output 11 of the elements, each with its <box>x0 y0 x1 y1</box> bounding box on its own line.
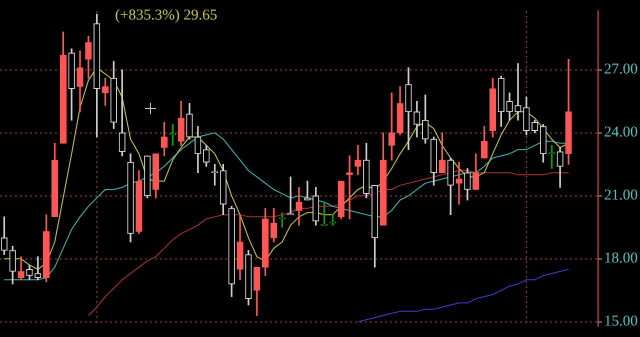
candlestick <box>514 63 522 121</box>
y-tick-label: 18.00 <box>604 250 638 267</box>
y-tick-label: 15.00 <box>604 314 638 330</box>
y-tick-label: 27.00 <box>604 62 638 78</box>
candlestick <box>456 162 462 205</box>
candlestick <box>354 145 362 176</box>
y-tick-label: 21.00 <box>604 188 638 204</box>
candlestick <box>296 187 302 226</box>
annotation: (+835.3%) 29.65 <box>115 7 218 24</box>
candlestick <box>304 180 311 200</box>
y-tick-label: 24.00 <box>604 124 638 141</box>
